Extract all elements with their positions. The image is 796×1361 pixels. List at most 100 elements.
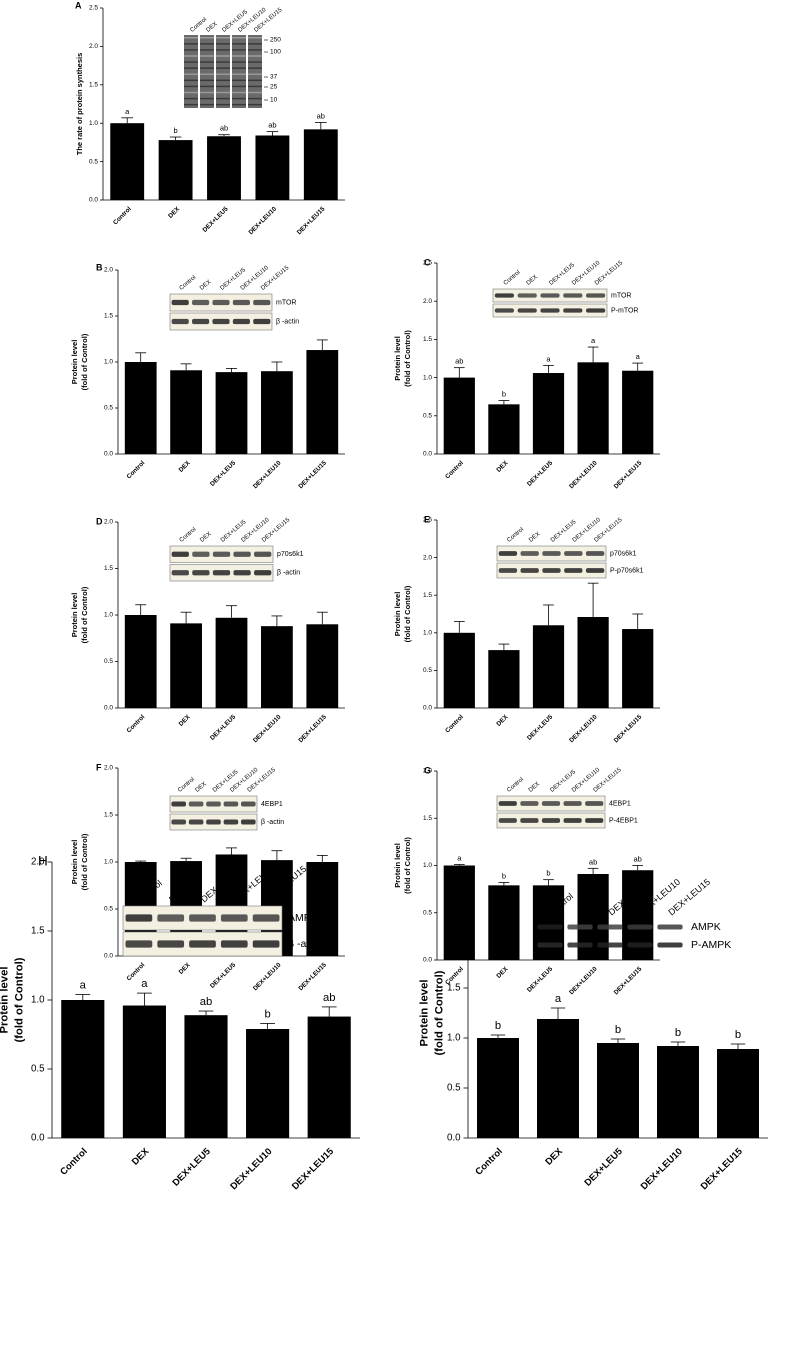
panel-label: A bbox=[75, 0, 82, 10]
blot-band bbox=[498, 818, 517, 823]
blot-band bbox=[586, 293, 606, 298]
blot-band bbox=[520, 801, 539, 806]
blot-band bbox=[567, 942, 593, 948]
blot-stripe bbox=[248, 91, 262, 94]
significance-letter: b bbox=[615, 1024, 621, 1036]
blot-band bbox=[517, 308, 537, 313]
y-tick-label: 0.5 bbox=[89, 158, 98, 165]
blot-band-label: AMPK bbox=[691, 921, 721, 933]
bar bbox=[122, 1005, 166, 1138]
bar bbox=[207, 136, 241, 200]
blot-band-label: p70s6k1 bbox=[277, 551, 304, 558]
y-tick-label: 2.0 bbox=[447, 933, 461, 944]
blot-stripe bbox=[184, 85, 198, 88]
blot-band bbox=[212, 318, 230, 325]
y-tick-label: 1.5 bbox=[104, 812, 113, 819]
blot-band bbox=[232, 299, 250, 306]
blot-stripe bbox=[184, 49, 198, 51]
blot-stripe bbox=[248, 79, 262, 82]
x-tick-label: DEX+LEU15 bbox=[296, 205, 327, 236]
bar bbox=[306, 624, 339, 708]
bar bbox=[246, 1028, 290, 1138]
bar bbox=[577, 617, 609, 708]
y-tick-label: 1.0 bbox=[423, 630, 432, 637]
bar bbox=[170, 623, 202, 708]
bar bbox=[597, 1043, 639, 1138]
blot-band bbox=[223, 801, 239, 807]
blot-band bbox=[157, 940, 185, 948]
x-tick-label: DEX+LEU15 bbox=[297, 961, 328, 992]
y-axis-title-line: The rate of protein synthesis bbox=[75, 53, 84, 156]
blot-stripe bbox=[216, 37, 230, 39]
y-axis-title-line: Protein level bbox=[0, 967, 10, 1034]
y-tick-label: 1.0 bbox=[447, 1033, 461, 1044]
bar bbox=[477, 1038, 519, 1138]
bar bbox=[443, 632, 475, 708]
y-axis-title: Protein level (fold of Control) bbox=[418, 970, 445, 1055]
x-tick-label: DEX+LEU15 bbox=[699, 1146, 745, 1192]
blot-band bbox=[240, 801, 256, 807]
blot-stripe bbox=[248, 61, 262, 63]
significance-letter: a bbox=[141, 978, 148, 990]
blot-band bbox=[252, 940, 280, 948]
blot-band bbox=[563, 818, 582, 823]
significance-letter: ab bbox=[200, 996, 213, 1008]
blot-stripe bbox=[232, 73, 246, 75]
blot-band-label: P-p70s6k1 bbox=[610, 567, 644, 574]
blot-band bbox=[586, 308, 606, 313]
x-tick-label: Control bbox=[444, 713, 465, 734]
blot-stripe bbox=[184, 91, 198, 94]
bar bbox=[657, 1046, 699, 1138]
y-tick-label: 2.0 bbox=[423, 298, 432, 305]
blot-lane-label: DEX bbox=[199, 531, 212, 544]
blot-band bbox=[253, 318, 271, 325]
bar bbox=[622, 629, 654, 708]
blot-marker-label: 25 bbox=[270, 84, 278, 91]
blot-band bbox=[520, 568, 539, 573]
y-tick-label: 2.0 bbox=[89, 43, 98, 50]
blot-band bbox=[212, 299, 230, 306]
blot-lane bbox=[232, 35, 246, 108]
significance-letter: ab bbox=[317, 111, 325, 120]
blot-band bbox=[564, 551, 583, 556]
blot-band bbox=[537, 924, 563, 930]
significance-letter: ab bbox=[589, 857, 597, 866]
y-tick-label: 0.5 bbox=[104, 906, 113, 913]
blot-band bbox=[537, 942, 563, 948]
blot-band bbox=[233, 570, 251, 576]
y-tick-label: 1.0 bbox=[423, 862, 432, 869]
y-axis-title: Protein level (fold of Control) bbox=[0, 957, 25, 1042]
blot-band bbox=[585, 801, 604, 806]
blot-band bbox=[192, 318, 210, 325]
blot-band-label: mTOR bbox=[611, 292, 631, 299]
blot-stripe bbox=[232, 67, 246, 69]
blot-band bbox=[171, 819, 187, 825]
y-tick-label: 0.5 bbox=[423, 909, 432, 916]
y-axis-title-line: (fold of Control) bbox=[403, 837, 412, 894]
x-tick-label: DEX+LEU10 bbox=[252, 961, 283, 992]
y-tick-label: 0.0 bbox=[31, 1133, 45, 1144]
blot-lane-label: Control bbox=[506, 777, 525, 794]
blot-stripe bbox=[232, 91, 246, 94]
bar bbox=[261, 626, 293, 708]
y-tick-label: 1.0 bbox=[31, 995, 45, 1006]
blot-stripe bbox=[184, 67, 198, 69]
blot-band bbox=[585, 551, 605, 556]
blot-stripe bbox=[232, 79, 246, 82]
blot-stripe bbox=[184, 55, 198, 57]
significance-letter: a bbox=[125, 107, 130, 116]
y-axis-title-line: (fold of Control) bbox=[433, 970, 445, 1055]
y-tick-label: 0.0 bbox=[104, 953, 113, 960]
blot-lane-label: DEX bbox=[195, 781, 208, 794]
blot-band bbox=[494, 293, 514, 298]
y-axis-title-line: (fold of Control) bbox=[403, 330, 412, 387]
blot-band bbox=[627, 924, 653, 930]
x-tick-label: DEX+LEU5 bbox=[209, 961, 237, 989]
x-tick-label: DEX bbox=[543, 1146, 565, 1168]
blot-band bbox=[498, 551, 518, 556]
blot-band bbox=[220, 940, 248, 948]
blot-band bbox=[567, 924, 593, 930]
blot-band bbox=[254, 570, 272, 576]
y-axis-title-line: Protein level bbox=[418, 980, 430, 1047]
